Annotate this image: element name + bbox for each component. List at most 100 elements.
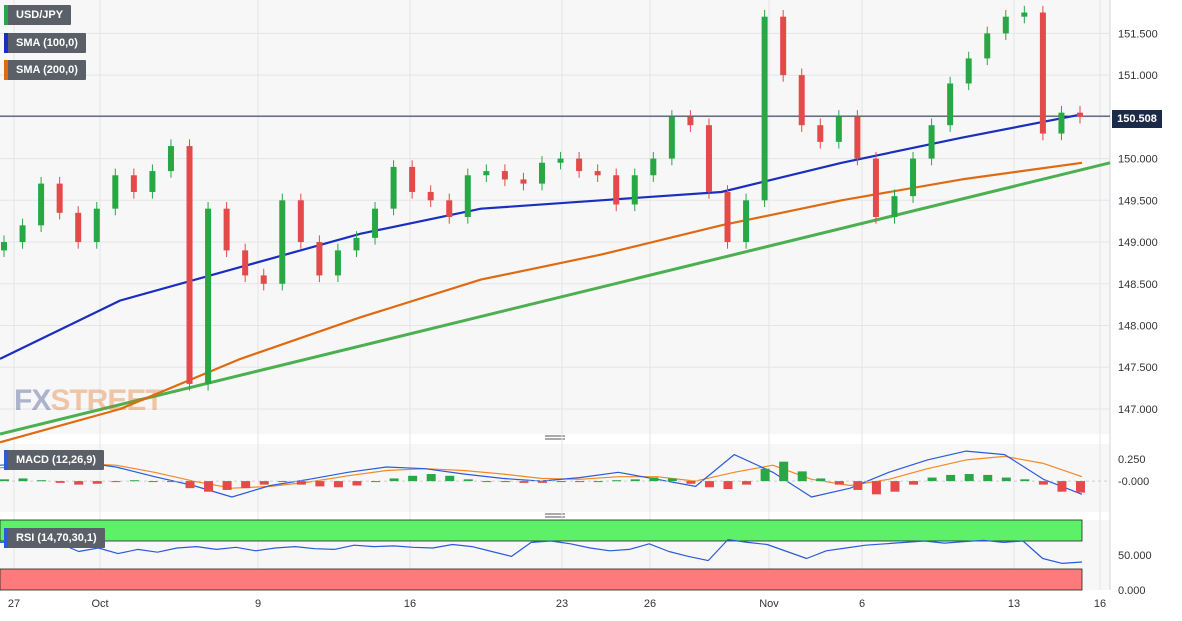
candle-body — [112, 175, 119, 209]
rsi-swatch — [4, 528, 8, 548]
candle-body — [446, 200, 453, 217]
macd-histogram-bar — [296, 481, 306, 485]
legend-macd-label: MACD (12,26,9) — [16, 454, 97, 466]
x-tick-label: 13 — [1008, 598, 1020, 610]
candle-body — [1058, 112, 1065, 134]
candle-body — [947, 83, 954, 126]
macd-histogram-bar — [667, 478, 677, 482]
macd-histogram-bar — [853, 481, 863, 490]
macd-histogram-bar — [890, 481, 900, 492]
candle-body — [409, 166, 416, 192]
candle-body — [223, 208, 230, 251]
candle-body — [687, 116, 694, 126]
candle-body — [149, 171, 156, 192]
candle-body — [817, 125, 824, 142]
macd-histogram-bar — [538, 481, 547, 483]
candle-body — [56, 183, 63, 213]
legend-instrument[interactable]: USD/JPY — [4, 5, 72, 25]
y-tick-label: 150.000 — [1118, 154, 1158, 166]
macd-histogram-bar — [723, 481, 733, 490]
macd-signal-line — [0, 455, 1083, 489]
macd-histogram-bar — [779, 461, 789, 482]
sma100-swatch — [4, 33, 8, 53]
macd-histogram-bar — [222, 481, 232, 490]
candle-body — [539, 162, 545, 184]
x-tick-label: 6 — [859, 598, 865, 610]
macd-histogram-bar — [556, 481, 566, 483]
macd-histogram-bar — [278, 481, 288, 483]
candle-body — [205, 208, 212, 384]
macd-y-tick-label: 0.250 — [1118, 454, 1146, 466]
watermark-street: STREET — [50, 384, 163, 417]
candle-body — [427, 191, 434, 201]
y-tick-label: 151.000 — [1118, 70, 1158, 82]
macd-histogram-bar — [148, 481, 158, 483]
candle-body — [372, 208, 379, 238]
rsi-y-tick-label: 0.000 — [1118, 585, 1146, 597]
macd-pane — [0, 444, 1110, 512]
legend-sma100-label: SMA (100,0) — [16, 37, 78, 49]
rsi-overbought-band — [0, 519, 1083, 542]
candle-body — [19, 225, 26, 243]
macd-histogram-bar — [37, 480, 47, 482]
macd-histogram-bar — [630, 479, 640, 482]
macd-histogram-bar — [389, 478, 399, 482]
sma200-swatch — [4, 60, 8, 80]
macd-y-tick-label: -0.000 — [1118, 476, 1149, 488]
x-tick-label: Nov — [759, 598, 779, 610]
x-tick-label: Oct — [91, 598, 108, 610]
macd-histogram-bar — [871, 481, 881, 495]
macd-histogram-bar — [166, 481, 176, 483]
macd-histogram-bar — [18, 478, 28, 482]
macd-histogram-bar — [352, 481, 362, 486]
candle-body — [650, 158, 657, 176]
legend-sma200[interactable]: SMA (200,0) — [4, 60, 86, 80]
candle-body — [780, 16, 787, 76]
candle-body — [557, 158, 564, 163]
macd-histogram-bar — [259, 481, 269, 485]
candle-body — [965, 58, 972, 84]
legend-sma100[interactable]: SMA (100,0) — [4, 33, 86, 53]
candle-body — [130, 175, 137, 192]
macd-histogram-bar — [482, 481, 492, 483]
rsi-oversold-band — [0, 568, 1083, 591]
legend-macd[interactable]: MACD (12,26,9) — [4, 450, 105, 470]
macd-histogram-bar — [92, 481, 102, 484]
rsi-y-tick-label: 50.000 — [1118, 550, 1152, 562]
y-tick-label: 149.000 — [1118, 237, 1158, 249]
x-tick-label: 26 — [644, 598, 656, 610]
y-tick-label: 147.000 — [1118, 404, 1158, 416]
trendline — [0, 161, 1111, 436]
macd-histogram-bar — [426, 474, 436, 482]
candle-body — [1077, 112, 1083, 117]
fxstreet-watermark: FXSTREET — [14, 384, 164, 418]
candle-body — [483, 171, 490, 176]
macd-histogram-bar — [686, 481, 696, 484]
candle-body — [576, 158, 583, 172]
candle-body — [186, 146, 193, 384]
current-price-label: 150.508 — [1112, 110, 1162, 128]
main-pane — [0, 0, 1110, 434]
x-tick-label: 16 — [1094, 598, 1106, 610]
macd-histogram-bar — [1001, 477, 1011, 482]
candle-body — [910, 158, 917, 197]
macd-histogram-bar — [241, 481, 251, 489]
candle-body — [279, 200, 286, 284]
macd-histogram-bar — [593, 481, 603, 483]
macd-histogram-bar — [816, 478, 826, 482]
macd-histogram-bar — [55, 481, 65, 483]
macd-histogram-bar — [1057, 481, 1067, 492]
legend-rsi[interactable]: RSI (14,70,30,1) — [4, 528, 105, 548]
candle-body — [501, 171, 508, 180]
rsi-line — [0, 538, 1083, 565]
x-tick-label: 9 — [255, 598, 261, 610]
candle-body — [390, 166, 397, 209]
macd-histogram-bar — [74, 481, 84, 485]
y-tick-label: 149.500 — [1118, 195, 1158, 207]
candle-body — [1002, 16, 1009, 34]
macd-histogram-bar — [1020, 479, 1030, 482]
sma100-line — [0, 113, 1083, 360]
candle-body — [835, 116, 842, 142]
macd-swatch — [4, 450, 8, 470]
